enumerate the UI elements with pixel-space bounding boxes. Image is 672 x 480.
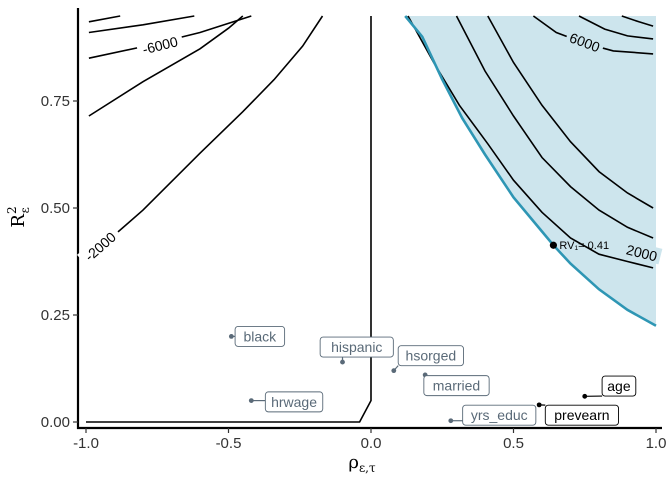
benchmark-label-box: [423, 375, 490, 397]
contour-line-9: [621, 15, 654, 27]
bound-line: [404, 15, 657, 327]
benchmark-label-box: [544, 404, 619, 426]
benchmark-label-married: married: [433, 378, 480, 394]
y-axis-subscript: ε: [18, 207, 32, 213]
contour-label-background: [76, 224, 123, 267]
x-tick-label: 0.0: [361, 435, 382, 452]
benchmark-label-yrs_educ: yrs_educ: [471, 407, 528, 423]
contour-line-8: [578, 15, 654, 40]
benchmark-label-hsorged: hsorged: [406, 348, 457, 364]
contour-label: 2000: [625, 241, 659, 264]
robustness-region: [405, 16, 656, 326]
benchmark-point-black: [228, 334, 234, 339]
bound-curve: [404, 15, 657, 327]
benchmark-point-hsorged: [391, 368, 397, 374]
contour-label-background: [135, 31, 185, 58]
benchmark-label-hispanic: hispanic: [331, 339, 382, 355]
contour-line-5: [86, 16, 372, 423]
y-axis-title: R2ε: [5, 206, 32, 227]
benchmark-point-prevearn: [536, 402, 542, 408]
benchmark-point-yrs_educ: [448, 418, 454, 424]
axes: [76, 8, 662, 430]
robustness-value-label: RV₁= 0.41: [559, 240, 609, 252]
contour-line-2: [88, 15, 121, 23]
benchmark-label-box: [234, 325, 286, 347]
benchmark-point-age: [582, 393, 588, 399]
contour-lines: [86, 15, 654, 423]
robustness-shaded-area: [405, 16, 656, 326]
benchmark-point-hispanic: [340, 359, 345, 365]
axis-ticks: -1.0 -0.5 0.0 0.5 1.0 0.00 0.25 0.50 0.75: [41, 93, 667, 452]
x-axis-subscript: ε,τ: [359, 461, 376, 475]
benchmark-label-box: [462, 404, 537, 426]
benchmark-labels: black hrwage hispanic hsorged married yrs_edu…: [228, 325, 637, 426]
contour-line-1: [88, 15, 195, 34]
contour-label-group: -6000: [135, 31, 185, 58]
contour-label-background: [564, 27, 606, 56]
benchmark-label-black: black: [244, 328, 278, 344]
y-tick-label: 0.50: [41, 200, 70, 217]
benchmark-label-box: [601, 375, 637, 397]
contour-line-11: [455, 15, 654, 239]
contour-line-6: [407, 15, 654, 269]
x-tick-label: -1.0: [73, 435, 99, 452]
y-axis-superscript: 2: [5, 206, 19, 214]
x-tick-label: -0.5: [216, 435, 242, 452]
contour-line-10: [487, 15, 654, 209]
robustness-value-point: [549, 241, 558, 249]
contour-label: -6000: [141, 33, 180, 57]
benchmark-label-age: age: [607, 378, 631, 394]
robustness-value: RV₁= 0.41: [549, 240, 609, 252]
benchmark-label-box: [264, 391, 324, 413]
benchmark-label-prevearn: prevearn: [554, 407, 609, 423]
y-tick-label: 0.00: [41, 414, 70, 431]
contour-label-background: [621, 239, 663, 265]
contour-label-group: 2000: [621, 239, 663, 265]
contour-line-4: [88, 15, 244, 117]
y-tick-label: 0.75: [41, 93, 70, 110]
benchmark-label-box: [397, 345, 464, 367]
benchmark-label-box: [319, 336, 394, 358]
contour-label-group: -2000: [76, 224, 123, 267]
benchmark-point-hrwage: [248, 398, 254, 403]
x-tick-label: 0.5: [503, 435, 524, 452]
x-tick-label: 1.0: [646, 435, 667, 452]
x-axis-title: ρε,τ: [348, 452, 376, 475]
benchmark-label-hrwage: hrwage: [271, 394, 317, 410]
contour-line-3: [88, 15, 324, 258]
y-tick-label: 0.25: [41, 307, 70, 324]
